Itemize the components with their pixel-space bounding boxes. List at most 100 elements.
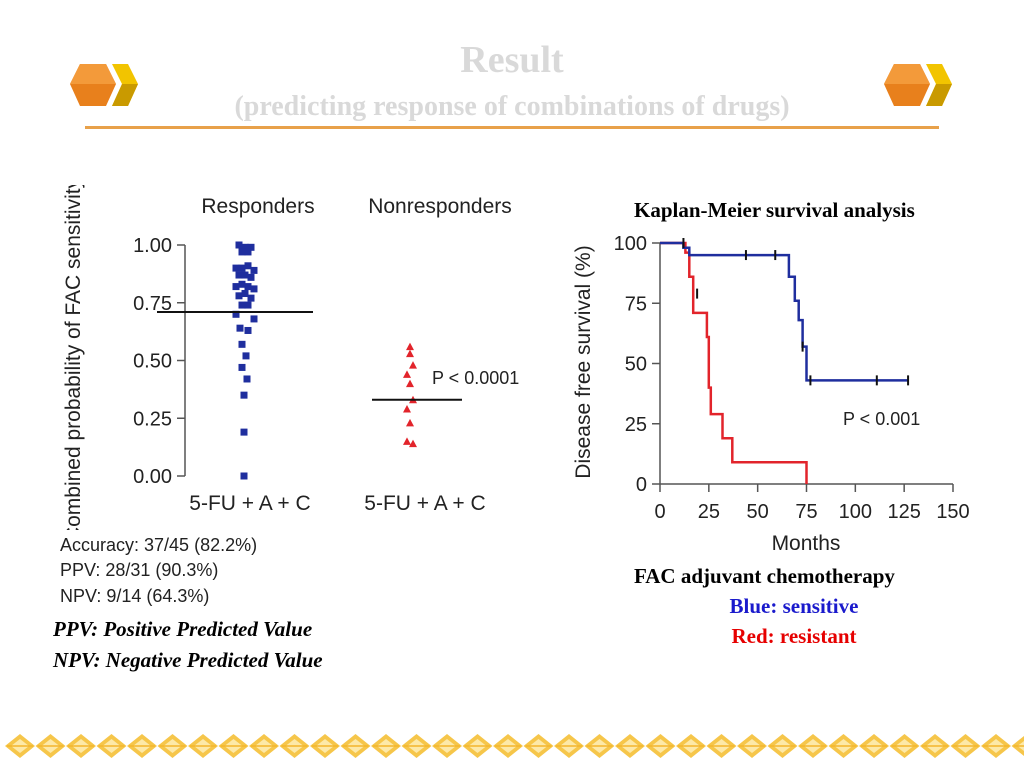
responder-point bbox=[247, 294, 255, 302]
responder-point bbox=[244, 301, 252, 309]
responder-point bbox=[250, 266, 258, 274]
responder-point bbox=[232, 310, 240, 318]
title-underline bbox=[85, 126, 939, 129]
responder-point bbox=[235, 271, 243, 279]
km-y-tick-label: 50 bbox=[625, 354, 647, 376]
border-diamond-icon bbox=[920, 734, 950, 758]
border-diamond-icon bbox=[35, 734, 66, 758]
y-tick-label: 0.00 bbox=[133, 466, 172, 488]
km-x-tick-label: 0 bbox=[654, 501, 665, 523]
responder-point bbox=[238, 264, 246, 272]
border-diamond-icon bbox=[859, 734, 889, 758]
km-y-tick-label: 100 bbox=[614, 233, 647, 255]
decorative-bottom-border bbox=[5, 734, 1024, 758]
border-diamond-icon bbox=[554, 734, 584, 758]
responder-point bbox=[241, 290, 249, 298]
responder-point bbox=[244, 262, 252, 270]
km-x-axis-label: Months bbox=[772, 532, 841, 555]
responder-point bbox=[238, 340, 246, 348]
group-label-nonresponders: Nonresponders bbox=[368, 195, 512, 218]
responder-point bbox=[240, 428, 248, 436]
border-diamond-icon bbox=[767, 734, 798, 758]
right-logo-icon bbox=[884, 64, 952, 106]
border-diamond-icon bbox=[584, 734, 615, 758]
border-diamond-icon bbox=[96, 734, 127, 758]
npv-stat: NPV: 9/14 (64.3%) bbox=[60, 586, 210, 606]
npv-definition: NPV: Negative Predicted Value bbox=[53, 648, 323, 672]
responder-point bbox=[241, 243, 249, 251]
y-tick-label: 0.25 bbox=[133, 408, 172, 430]
border-diamond-icon bbox=[371, 734, 401, 758]
border-diamond-icon bbox=[249, 734, 279, 758]
km-x-tick-label: 25 bbox=[698, 501, 720, 523]
km-sensitive-curve bbox=[660, 241, 909, 382]
border-diamond-icon bbox=[1011, 736, 1024, 756]
border-diamond-icon bbox=[5, 734, 35, 758]
border-diamond-icon bbox=[462, 734, 493, 758]
border-diamond-icon bbox=[523, 734, 554, 758]
nonresponder-point bbox=[403, 437, 411, 445]
nonresponder-point bbox=[406, 349, 414, 358]
border-diamond-icon bbox=[981, 734, 1011, 758]
border-diamond-icon bbox=[676, 734, 706, 758]
responder-point bbox=[235, 292, 243, 300]
responder-point bbox=[250, 285, 258, 293]
border-diamond-icon bbox=[188, 734, 218, 758]
responder-point bbox=[240, 472, 248, 480]
border-diamond-icon bbox=[401, 734, 432, 758]
accuracy-stat: Accuracy: 37/45 (82.2%) bbox=[60, 535, 258, 555]
nonresponder-point bbox=[409, 361, 417, 369]
border-diamond-icon bbox=[828, 734, 859, 758]
y-tick-label: 0.50 bbox=[133, 351, 172, 373]
p-value-annotation-left: P < 0.0001 bbox=[432, 368, 519, 388]
border-diamond-icon bbox=[310, 734, 340, 758]
responder-point bbox=[232, 283, 240, 291]
y-axis-label: Combined probability of FAC sensitivity bbox=[62, 185, 85, 530]
responder-point bbox=[244, 283, 252, 291]
km-resistant-curve bbox=[660, 241, 808, 484]
probability-dot-plot: Responders Nonresponders Combined probab… bbox=[62, 185, 519, 530]
km-x-tick-label: 50 bbox=[747, 501, 769, 523]
responder-point bbox=[243, 375, 251, 383]
responder-point bbox=[242, 352, 250, 360]
x-category-label-responders: 5-FU + A + C bbox=[189, 492, 310, 515]
fac-caption: FAC adjuvant chemotherapy bbox=[634, 564, 895, 588]
border-diamond-icon bbox=[493, 734, 523, 758]
border-diamond-icon bbox=[706, 734, 737, 758]
border-diamond-icon bbox=[950, 734, 981, 758]
nonresponder-point bbox=[409, 439, 417, 448]
border-diamond-icon bbox=[340, 734, 371, 758]
border-diamond-icon bbox=[279, 734, 310, 758]
y-tick-label: 1.00 bbox=[133, 235, 172, 257]
slide-subtitle: (predicting response of combinations of … bbox=[234, 91, 790, 122]
nonresponder-point bbox=[406, 379, 414, 388]
y-tick-label: 0.75 bbox=[133, 293, 172, 315]
responder-point bbox=[244, 326, 252, 334]
responder-point bbox=[238, 363, 246, 371]
kaplan-meier-plot: Disease free survival (%) 0 25 50 75 100 0 25… bbox=[572, 233, 970, 555]
responder-point bbox=[235, 241, 243, 249]
km-caption: Kaplan-Meier survival analysis bbox=[634, 198, 915, 222]
responder-point bbox=[238, 248, 246, 256]
responder-point bbox=[250, 315, 258, 323]
legend-red-resistant: Red: resistant bbox=[731, 624, 857, 648]
responder-point bbox=[247, 273, 255, 281]
border-diamond-icon bbox=[645, 734, 676, 758]
km-y-axis-label: Disease free survival (%) bbox=[572, 245, 595, 478]
border-diamond-icon bbox=[218, 734, 249, 758]
responder-point bbox=[232, 264, 240, 272]
border-diamond-icon bbox=[66, 734, 96, 758]
border-diamond-icon bbox=[737, 734, 767, 758]
nonresponder-point bbox=[406, 418, 414, 427]
border-diamond-icon bbox=[798, 734, 828, 758]
responder-point bbox=[244, 248, 252, 256]
nonresponder-point bbox=[403, 405, 411, 413]
group-label-responders: Responders bbox=[201, 195, 314, 218]
km-x-tick-label: 125 bbox=[887, 501, 920, 523]
p-value-annotation-right: P < 0.001 bbox=[843, 409, 920, 429]
left-logo-icon bbox=[70, 64, 138, 106]
responder-point bbox=[247, 243, 255, 251]
nonresponder-point bbox=[406, 342, 414, 351]
km-y-tick-label: 25 bbox=[625, 414, 647, 436]
ppv-definition: PPV: Positive Predicted Value bbox=[53, 617, 313, 641]
